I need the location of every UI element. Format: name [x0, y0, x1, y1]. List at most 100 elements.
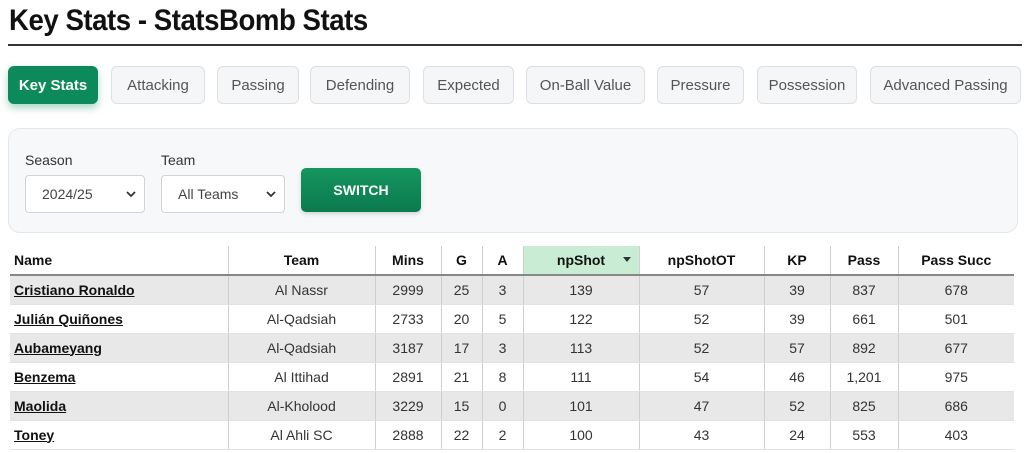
cell-name: Aubameyang — [10, 333, 228, 363]
cell-kp: 24 — [763, 420, 830, 450]
cell-mins: 2888 — [374, 420, 441, 450]
cell-pass: 553 — [829, 420, 898, 450]
tab-attacking[interactable]: Attacking — [111, 66, 205, 104]
cell-mins: 2733 — [374, 304, 441, 334]
player-link[interactable]: Aubameyang — [14, 339, 102, 356]
cell-mins: 2891 — [374, 362, 441, 392]
cell-g: 17 — [440, 333, 482, 363]
tab-advanced-passing[interactable]: Advanced Passing — [870, 66, 1021, 104]
cell-pass: 837 — [829, 275, 898, 305]
cell-npshotot: 54 — [638, 362, 764, 392]
cell-a: 3 — [481, 333, 523, 363]
cell-pass: 892 — [829, 333, 898, 363]
cell-g: 15 — [440, 391, 482, 421]
col-header-kp[interactable]: KP — [763, 246, 830, 276]
cell-npshot: 111 — [522, 362, 639, 392]
cell-pass-succ: 678 — [897, 275, 1014, 305]
cell-npshot: 139 — [522, 275, 639, 305]
cell-mins: 3187 — [374, 333, 441, 363]
cell-npshotot: 57 — [638, 275, 764, 305]
tab-on-ball-value[interactable]: On-Ball Value — [526, 66, 645, 104]
cell-kp: 39 — [763, 275, 830, 305]
chevron-down-icon — [266, 191, 276, 198]
tab-key-stats[interactable]: Key Stats — [8, 66, 98, 104]
table-row: Maolida Al-Kholood 3229 15 0 101 47 52 825 686 — [10, 391, 1014, 421]
cell-pass: 661 — [829, 304, 898, 334]
filter-panel: Season 2024/25 Team All Teams SWITCH — [8, 128, 1018, 233]
sort-desc-icon — [622, 257, 631, 262]
cell-pass-succ: 975 — [897, 362, 1014, 392]
col-header-npshot-label: npShot — [556, 252, 606, 268]
player-link[interactable]: Toney — [14, 426, 55, 443]
cell-name: Maolida — [10, 391, 228, 421]
cell-a: 8 — [481, 362, 523, 392]
col-header-a[interactable]: A — [481, 246, 523, 276]
table-row: Benzema Al Ittihad 2891 21 8 111 54 46 1,201 975 — [10, 362, 1014, 392]
team-select[interactable]: All Teams — [161, 175, 285, 213]
tab-expected[interactable]: Expected — [423, 66, 514, 104]
table-header-row: Name Team Mins G A npShot npShotOT KP Pa… — [10, 246, 1014, 276]
stats-table-container: Name Team Mins G A npShot npShotOT KP Pa… — [10, 246, 1014, 453]
table-row: Toney Al Ahli SC 2888 22 2 100 43 24 553 403 — [10, 420, 1014, 450]
tab-possession[interactable]: Possession — [757, 66, 857, 104]
cell-npshot: 100 — [522, 420, 639, 450]
cell-pass-succ: 677 — [897, 333, 1014, 363]
cell-a: 3 — [481, 275, 523, 305]
table-body: Cristiano Ronaldo Al Nassr 2999 25 3 139 57 39 8… — [10, 275, 1014, 450]
switch-button[interactable]: SWITCH — [301, 168, 421, 212]
chevron-down-icon — [126, 191, 136, 198]
cell-team: Al Ahli SC — [227, 420, 375, 450]
cell-name: Toney — [10, 420, 228, 450]
cell-npshotot: 43 — [638, 420, 764, 450]
cell-team: Al-Qadsiah — [227, 333, 375, 363]
cell-g: 21 — [440, 362, 482, 392]
table-row: Cristiano Ronaldo Al Nassr 2999 25 3 139 57 39 8… — [10, 275, 1014, 305]
cell-mins: 2999 — [374, 275, 441, 305]
cell-team: Al-Kholood — [227, 391, 375, 421]
col-header-mins[interactable]: Mins — [374, 246, 441, 276]
cell-pass-succ: 686 — [897, 391, 1014, 421]
cell-npshot: 113 — [522, 333, 639, 363]
player-link[interactable]: Julián Quiñones — [14, 310, 123, 327]
cell-g: 20 — [440, 304, 482, 334]
cell-a: 2 — [481, 420, 523, 450]
col-header-npshot[interactable]: npShot — [522, 246, 639, 276]
col-header-npshotot[interactable]: npShotOT — [638, 246, 764, 276]
cell-pass-succ: 501 — [897, 304, 1014, 334]
tab-pressure[interactable]: Pressure — [657, 66, 744, 104]
col-header-name[interactable]: Name — [10, 246, 228, 276]
player-link[interactable]: Maolida — [14, 397, 67, 414]
season-select-value: 2024/25 — [42, 186, 93, 202]
cell-g: 22 — [440, 420, 482, 450]
cell-kp: 52 — [763, 391, 830, 421]
cell-mins: 3229 — [374, 391, 441, 421]
cell-kp: 46 — [763, 362, 830, 392]
cell-team: Al-Qadsiah — [227, 304, 375, 334]
cell-a: 5 — [481, 304, 523, 334]
cell-kp: 57 — [763, 333, 830, 363]
team-select-value: All Teams — [178, 186, 239, 202]
stats-tab-bar: Key Stats Attacking Passing Defending Ex… — [8, 66, 1022, 105]
season-label: Season — [25, 152, 73, 168]
tab-passing[interactable]: Passing — [217, 66, 299, 104]
cell-npshotot: 52 — [638, 333, 764, 363]
cell-team: Al Nassr — [227, 275, 375, 305]
col-header-pass[interactable]: Pass — [829, 246, 898, 276]
stats-table: Name Team Mins G A npShot npShotOT KP Pa… — [10, 246, 1014, 450]
cell-name: Cristiano Ronaldo — [10, 275, 228, 305]
cell-kp: 39 — [763, 304, 830, 334]
cell-a: 0 — [481, 391, 523, 421]
cell-team: Al Ittihad — [227, 362, 375, 392]
col-header-team[interactable]: Team — [227, 246, 375, 276]
cell-npshot: 122 — [522, 304, 639, 334]
col-header-g[interactable]: G — [440, 246, 482, 276]
table-row: Aubameyang Al-Qadsiah 3187 17 3 113 52 57 892 677 — [10, 333, 1014, 363]
cell-pass: 1,201 — [829, 362, 898, 392]
col-header-pass-succ[interactable]: Pass Succ — [897, 246, 1014, 276]
player-link[interactable]: Benzema — [14, 368, 76, 385]
player-link[interactable]: Cristiano Ronaldo — [14, 281, 135, 298]
tab-defending[interactable]: Defending — [310, 66, 410, 104]
title-divider — [8, 44, 1022, 46]
cell-npshotot: 47 — [638, 391, 764, 421]
season-select[interactable]: 2024/25 — [25, 175, 145, 213]
